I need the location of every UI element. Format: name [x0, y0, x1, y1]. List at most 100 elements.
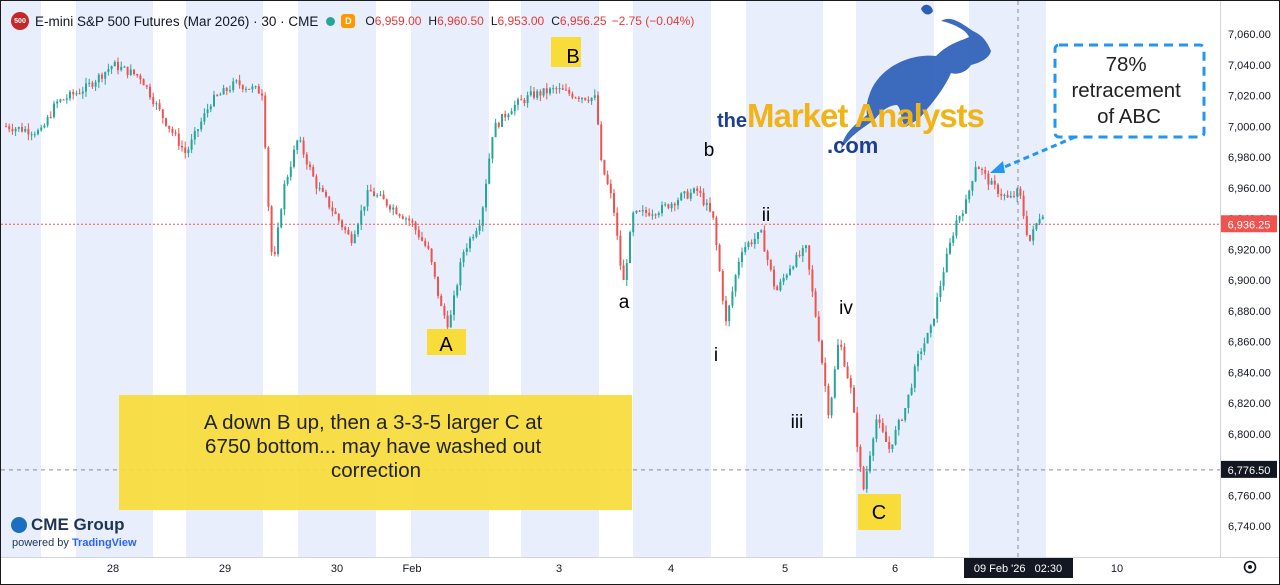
candle-body	[289, 166, 292, 177]
candle-body	[965, 199, 967, 214]
candle-body	[485, 183, 487, 208]
candle-body	[993, 180, 996, 185]
candle-body	[817, 316, 820, 341]
candle-body	[734, 275, 737, 292]
candle-body	[350, 234, 353, 243]
candle-body	[753, 238, 756, 245]
candle-body	[181, 145, 183, 148]
candle-body	[545, 88, 548, 94]
last-price-value: 6,936.25	[1228, 219, 1271, 231]
candle-body	[248, 88, 251, 90]
gear-icon[interactable]	[1243, 560, 1257, 574]
candle-body	[369, 190, 372, 192]
candle-body	[581, 97, 583, 99]
wave-label-b: b	[704, 140, 715, 161]
candle-body	[408, 218, 411, 221]
candle-body	[913, 366, 916, 388]
candle-body	[849, 378, 852, 388]
candle-body	[584, 97, 587, 100]
y-tick-label: 6,820.00	[1228, 398, 1271, 410]
cme-group-logo[interactable]: CME Group	[11, 515, 125, 535]
powered-by-prefix: powered by	[12, 537, 69, 549]
x-tick-label: 29	[219, 563, 231, 575]
candle-body	[219, 94, 222, 96]
candle-body	[689, 192, 692, 199]
candle-body	[270, 206, 273, 252]
candle-body	[600, 124, 603, 161]
candle-body	[769, 259, 772, 270]
candle-body	[491, 137, 494, 159]
delayed-badge[interactable]: D	[341, 14, 356, 28]
candle-body	[8, 126, 11, 130]
candle-body	[760, 230, 763, 233]
candle-body	[334, 211, 337, 214]
candle-body	[149, 86, 151, 98]
candle-body	[686, 191, 689, 199]
powered-by-tradingview[interactable]: powered by TradingView	[12, 537, 137, 549]
note-text: A down B up, then a 3-3-5 larger C at 67…	[204, 411, 548, 482]
y-tick-label: 6,740.00	[1228, 521, 1271, 533]
candle-body	[933, 318, 935, 326]
x-tick-label: 10	[1111, 563, 1123, 575]
candle-body	[78, 93, 81, 95]
symbol-badge[interactable]: 500	[11, 12, 29, 30]
candle-body	[805, 245, 807, 249]
candle-body	[1029, 234, 1031, 241]
candle-body	[523, 99, 526, 103]
note-box	[119, 395, 632, 510]
candle-body	[101, 74, 103, 79]
candle-body	[853, 387, 855, 413]
candle-body	[958, 216, 961, 221]
candle-body	[229, 90, 231, 92]
candle-body	[833, 369, 836, 398]
candle-body	[696, 188, 699, 192]
market-analysts-logo: theMarket Analysts .com	[717, 97, 985, 158]
candle-body	[14, 128, 17, 132]
candle-body	[945, 253, 948, 273]
candle-body	[158, 103, 161, 110]
price-axis[interactable]: 7,060.00 7,040.00 7,020.00 7,000.00 6,980.00…	[1220, 1, 1278, 557]
candle-body	[113, 61, 116, 67]
candle-body	[81, 91, 84, 94]
candle-body	[37, 130, 39, 135]
candle-body	[651, 214, 654, 216]
candle-body	[984, 170, 987, 174]
candle-body	[811, 269, 814, 292]
candle-body	[302, 140, 305, 155]
candle-body	[529, 91, 532, 96]
candle-body	[648, 212, 651, 216]
candle-body	[536, 91, 539, 98]
candles	[5, 57, 1044, 493]
candle-body	[910, 387, 913, 395]
candle-body	[168, 125, 171, 129]
candle-body	[120, 66, 123, 71]
candle-body	[712, 211, 715, 218]
candle-body	[1035, 223, 1038, 230]
y-tick-label: 7,040.00	[1228, 60, 1271, 72]
time-axis[interactable]: 28 29 30 Feb 3 4 5 6 10 09 Feb '26 02:30	[1, 557, 1279, 579]
candle-body	[517, 99, 519, 105]
candle-body	[840, 344, 843, 347]
candle-body	[875, 419, 878, 439]
candle-body	[449, 314, 452, 328]
y-tick-label: 6,960.00	[1228, 183, 1271, 195]
candle-body	[62, 99, 65, 101]
candle-body	[382, 194, 385, 200]
candle-body	[232, 81, 235, 91]
candle-body	[75, 93, 78, 95]
ohlc-open-key: O	[365, 14, 375, 28]
candle-body	[728, 305, 731, 322]
candle-body	[533, 91, 535, 98]
candle-body	[901, 420, 903, 422]
candle-body	[593, 95, 596, 98]
chart-title[interactable]: E-mini S&P 500 Futures (Mar 2026) · 30 ·…	[35, 13, 319, 29]
candle-body	[1003, 194, 1006, 196]
y-tick-label: 6,860.00	[1228, 337, 1271, 349]
candle-body	[321, 187, 324, 192]
candle-body	[104, 71, 107, 79]
callout-arrow-head	[990, 161, 1005, 173]
candle-body	[865, 471, 868, 490]
candle-body	[331, 207, 334, 212]
